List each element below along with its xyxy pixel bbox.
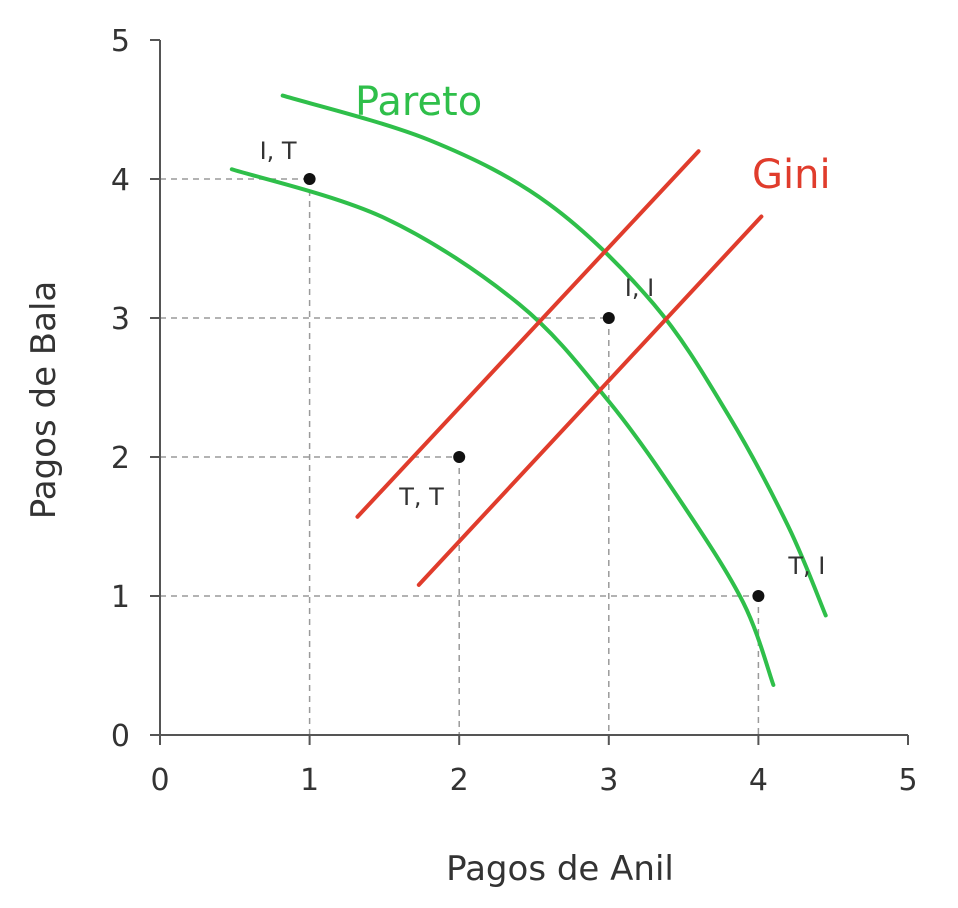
y-tick-label: 3 — [111, 302, 130, 337]
curves — [229, 93, 828, 687]
ticks: 0 1 2 3 4 5 0 1 2 3 4 5 — [111, 24, 918, 798]
pareto-label: Pareto — [355, 79, 482, 125]
axes — [159, 40, 908, 736]
labels: I, T I, I T, T T, I Pareto Gini — [260, 79, 831, 580]
data-point — [303, 173, 316, 185]
y-tick-label: 2 — [111, 441, 130, 476]
data-point — [602, 312, 615, 324]
points — [303, 173, 765, 602]
gini-curve — [416, 214, 764, 587]
point-label: I, I — [625, 274, 654, 302]
x-tick-label: 5 — [898, 763, 917, 798]
y-tick-label: 4 — [111, 163, 130, 198]
gini-curve — [355, 149, 701, 519]
y-axis-title: Pagos de Bala — [24, 281, 64, 519]
point-label: I, T — [260, 137, 297, 165]
pareto-curve — [229, 167, 776, 687]
y-tick-label: 5 — [111, 24, 130, 59]
point-label: T, I — [787, 552, 825, 580]
data-point — [453, 451, 466, 463]
gini-label: Gini — [752, 152, 831, 198]
x-tick-label: 2 — [450, 763, 469, 798]
x-tick-label: 4 — [749, 763, 768, 798]
data-point — [752, 590, 765, 602]
pareto-curve — [280, 93, 828, 618]
x-axis-title: Pagos de Anil — [446, 849, 674, 889]
x-tick-label: 0 — [150, 763, 169, 798]
y-tick-label: 1 — [111, 580, 130, 615]
point-label: T, T — [398, 483, 444, 511]
x-tick-label: 3 — [599, 763, 618, 798]
y-tick-label: 0 — [111, 719, 130, 754]
x-tick-label: 1 — [300, 763, 319, 798]
